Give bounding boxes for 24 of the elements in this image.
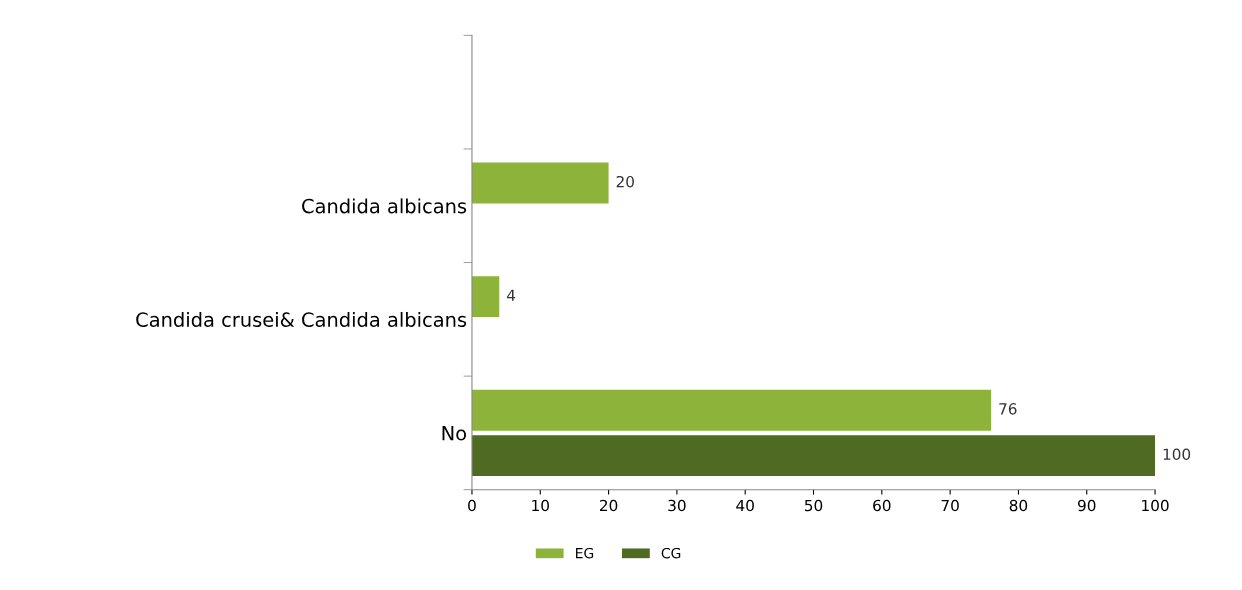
bar — [471, 389, 992, 431]
data-label: 4 — [506, 289, 516, 301]
legend-label: CG — [661, 547, 681, 559]
bar — [471, 162, 609, 204]
bar — [471, 435, 1156, 477]
x-tick-label: 60 — [873, 499, 891, 512]
x-tick-label: 0 — [468, 499, 476, 512]
x-tick-label: 50 — [804, 499, 823, 512]
x-tick-label: 100 — [1142, 499, 1169, 512]
x-tick-label: 20 — [599, 499, 618, 512]
y-tick-label: Candida albicans — [302, 198, 467, 214]
x-tick-label: 80 — [1009, 499, 1028, 512]
x-tick-label: 40 — [736, 499, 754, 512]
data-label: 76 — [999, 403, 1017, 415]
data-label: 100 — [1163, 448, 1191, 461]
x-tick-label: 10 — [532, 499, 549, 512]
data-label: 20 — [616, 175, 634, 188]
legend-label: EG — [576, 547, 594, 559]
y-tick-label: Candida crusei& Candida albicans — [136, 311, 467, 327]
x-tick-label: 70 — [941, 499, 959, 512]
y-tick-label: No — [442, 426, 467, 441]
bar — [471, 276, 500, 318]
x-tick-label: 30 — [668, 499, 686, 512]
x-tick-label: 90 — [1077, 499, 1096, 512]
